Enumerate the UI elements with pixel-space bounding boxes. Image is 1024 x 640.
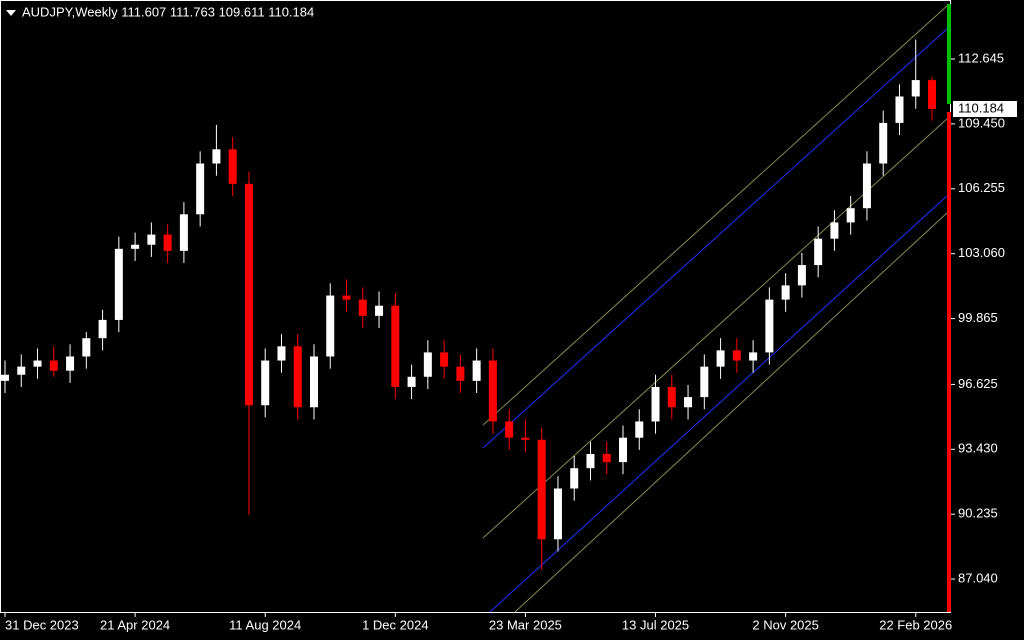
x-tick-label: 2 Nov 2025 [752,617,819,632]
candle-body [407,376,416,387]
x-tick-label: 22 Feb 2026 [879,617,952,632]
candle-body [440,352,449,367]
candle-body [619,437,627,463]
candle-body [114,248,123,320]
candle-body [66,356,75,371]
candle-body [49,360,58,371]
candle-body [700,366,709,398]
candle-body [732,350,741,361]
x-tick-label: 21 Apr 2024 [100,617,170,632]
candle-body [326,295,335,357]
chart-title: AUDJPY,Weekly 111.607 111.763 109.611 11… [22,4,314,19]
candle-body [423,352,432,377]
candle-body [17,366,26,375]
candle-body [277,346,286,361]
y-tick-label: 93.430 [958,441,998,456]
candle-body [928,80,936,109]
candle-body [814,238,823,266]
volume-bar-up [947,4,951,104]
candle-body [163,234,172,251]
candle-body [651,386,660,422]
candle-body [196,163,205,215]
candle-body [862,163,871,209]
candle-body [375,305,384,316]
channel-line [514,211,949,613]
candle-body [488,360,497,422]
candle-body [602,453,611,463]
y-tick-label: 87.040 [958,571,998,586]
last-price-box [953,100,1017,117]
x-tick-label: 1 Dec 2024 [362,617,429,632]
candle-body [684,397,693,408]
channel-line [489,194,949,613]
candle-body [895,96,904,123]
candle-body [781,285,790,300]
x-tick-label: 13 Jul 2025 [622,617,689,632]
candle-body [521,437,530,440]
x-tick-label: 11 Aug 2024 [229,617,301,632]
last-price-label: 110.184 [958,100,1004,115]
candle-body [635,421,644,438]
candle-body [667,386,676,408]
candle-body [33,360,42,367]
candle-body [846,208,855,223]
candle-body [570,468,579,489]
y-tick-label: 112.645 [958,50,1004,65]
channel-line [482,27,949,449]
candle-body [797,265,806,286]
candle-body [765,299,774,353]
candle-body [553,488,562,540]
candle-body [879,122,888,164]
candle-body [911,80,920,97]
channel-line [482,4,949,426]
y-tick-label: 90.235 [958,506,998,521]
candle-body [358,299,367,316]
candle-body [342,295,351,300]
volume-bar-down [947,112,951,612]
candle-body [147,234,156,245]
candle-body [244,183,253,406]
candle-body [472,360,481,381]
y-tick-label: 106.255 [958,180,1005,195]
y-tick-label: 109.450 [958,115,1005,130]
y-tick-label: 103.060 [958,245,1005,260]
candle-body [261,360,270,406]
candle-body [456,366,465,381]
candle-body [537,439,546,540]
candle-body [391,305,400,387]
candle-body [505,421,514,438]
candle-body [82,338,91,357]
candle-body [716,350,725,367]
candle-body [749,352,758,361]
menu-triangle[interactable] [6,10,16,16]
candle-body [293,346,302,408]
candle-body [131,244,140,249]
y-tick-label: 99.865 [958,310,998,325]
candle-body [98,319,107,339]
candle-body [586,453,595,469]
candle-body [212,149,221,164]
candle-body [1,374,9,381]
candle-body [179,214,188,251]
x-tick-label: 31 Dec 2023 [5,617,79,632]
candle-body [228,149,237,184]
x-tick-label: 23 Mar 2025 [489,617,562,632]
candle-body [830,222,839,239]
candle-body [310,356,318,408]
y-tick-label: 96.625 [958,376,998,391]
